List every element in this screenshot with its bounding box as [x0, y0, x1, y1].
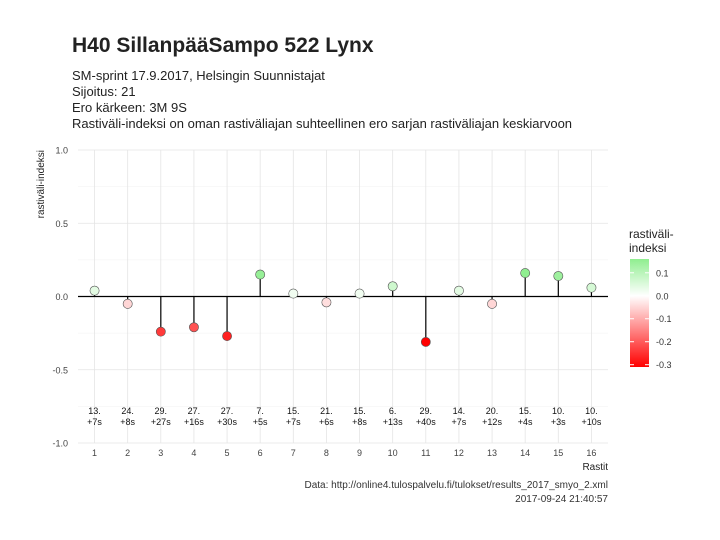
- y-tick-label: -0.5: [52, 365, 68, 375]
- rank-label: 14.: [453, 406, 466, 416]
- diff-label: +40s: [416, 417, 436, 427]
- diff-label: +5s: [253, 417, 268, 427]
- x-tick-label: 15: [553, 448, 563, 458]
- data-point: [354, 288, 365, 299]
- data-point: [487, 298, 497, 309]
- rank-label: 15.: [353, 406, 366, 416]
- rank-label: 24.: [121, 406, 134, 416]
- legend: rastiväli-indeksi 0.1 0.0 -0.1 -0.2 -0.3: [629, 227, 674, 370]
- data-point: [89, 285, 100, 296]
- diff-label: +7s: [87, 417, 102, 427]
- diff-label: +27s: [151, 417, 171, 427]
- data-point: [155, 326, 166, 337]
- diff-label: +30s: [217, 417, 237, 427]
- data-point: [255, 269, 266, 280]
- rank-label: 20.: [486, 406, 499, 416]
- timestamp-caption: 2017-09-24 21:40:57: [515, 494, 608, 505]
- data-point: [553, 271, 564, 281]
- legend-tick-label: 0.0: [656, 291, 669, 301]
- rank-label: 7.: [256, 406, 264, 416]
- data-source-caption: Data: http://online4.tulospalvelu.fi/tul…: [304, 480, 608, 491]
- data-point: [222, 331, 232, 341]
- rank-label: 15.: [287, 406, 300, 416]
- diff-label: +16s: [184, 417, 204, 427]
- diff-label: +8s: [120, 417, 135, 427]
- data-point: [189, 322, 199, 333]
- data-point: [454, 285, 464, 296]
- subtitle-line-3: Ero kärkeen: 3M 9S: [72, 100, 187, 115]
- x-tick-label: 13: [487, 448, 497, 458]
- legend-colorbar: [630, 259, 649, 367]
- x-tick-label: 14: [520, 448, 530, 458]
- y-tick-label: 1.0: [55, 146, 68, 156]
- rank-label: 27.: [221, 406, 234, 416]
- data-point: [122, 298, 133, 309]
- chart-title: H40 SillanpääSampo 522 Lynx: [72, 34, 374, 57]
- diff-label: +6s: [319, 417, 334, 427]
- legend-tick-label: -0.1: [656, 314, 672, 324]
- rank-label: 27.: [188, 406, 201, 416]
- x-tick-label: 16: [586, 448, 596, 458]
- y-axis-title: rastiväli-indeksi: [36, 150, 47, 218]
- text-layer: -1.0-0.50.00.51.01 2 3 4 5 6 7 8 9 10 11 12 13 14 15 16…: [36, 146, 608, 474]
- subtitle-line-4: Rastiväli-indeksi on oman rastiväliajan …: [72, 116, 573, 131]
- diff-label: +4s: [518, 417, 533, 427]
- legend-title-line-2: indeksi: [629, 241, 666, 255]
- legend-tick-label: -0.3: [656, 360, 672, 370]
- rank-label: 10.: [552, 406, 565, 416]
- y-tick-label: 0.0: [55, 292, 68, 302]
- data-point: [520, 268, 531, 278]
- data-point: [586, 282, 597, 293]
- subtitle-line-2: Sijoitus: 21: [72, 84, 136, 99]
- diff-label: +7s: [452, 417, 467, 427]
- x-tick-label: 1: [92, 448, 97, 458]
- rank-label: 21.: [320, 406, 333, 416]
- x-axis-title: Rastit: [582, 462, 608, 473]
- diff-label: +13s: [383, 417, 403, 427]
- legend-tick-label: -0.2: [656, 337, 672, 347]
- x-tick-label: 6: [258, 448, 263, 458]
- rank-label: 15.: [519, 406, 532, 416]
- x-tick-label: 3: [158, 448, 163, 458]
- rank-label: 29.: [155, 406, 168, 416]
- diff-label: +3s: [551, 417, 566, 427]
- x-tick-label: 2: [125, 448, 130, 458]
- data-point: [321, 297, 332, 308]
- x-tick-label: 7: [291, 448, 296, 458]
- diff-label: +7s: [286, 417, 301, 427]
- legend-title-line-1: rastiväli-: [629, 227, 674, 241]
- x-tick-label: 10: [388, 448, 398, 458]
- data-point: [420, 337, 431, 347]
- diff-label: +8s: [352, 417, 367, 427]
- x-tick-label: 9: [357, 448, 362, 458]
- y-tick-label: -1.0: [52, 439, 68, 449]
- subtitle-line-1: SM-sprint 17.9.2017, Helsingin Suunnista…: [72, 68, 325, 83]
- x-tick-label: 4: [191, 448, 196, 458]
- data-point: [387, 281, 398, 292]
- diff-label: +12s: [482, 417, 502, 427]
- rank-label: 29.: [420, 406, 433, 416]
- legend-tick-label: 0.1: [656, 268, 669, 278]
- diff-label: +10s: [582, 417, 602, 427]
- mark-layer: [78, 268, 608, 347]
- x-tick-label: 5: [225, 448, 230, 458]
- x-tick-label: 12: [454, 448, 464, 458]
- data-point: [288, 288, 299, 299]
- y-tick-label: 0.5: [55, 219, 68, 229]
- x-tick-label: 11: [421, 448, 430, 458]
- rank-label: 10.: [585, 406, 598, 416]
- x-tick-label: 8: [324, 448, 329, 458]
- rank-label: 6.: [389, 406, 397, 416]
- rank-label: 13.: [88, 406, 101, 416]
